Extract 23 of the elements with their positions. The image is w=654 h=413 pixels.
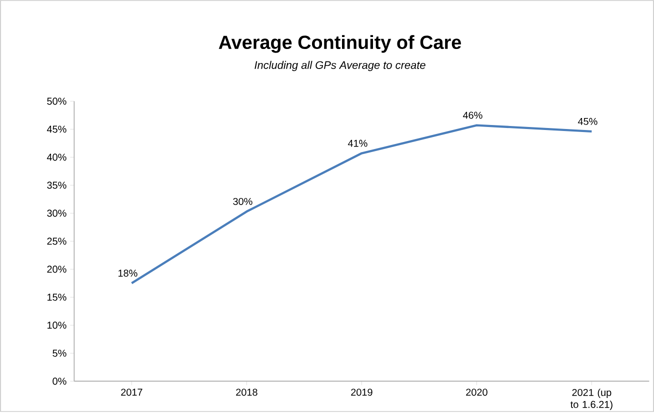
y-tick-label: 35% xyxy=(47,182,66,189)
y-tick-label: 25% xyxy=(47,238,66,245)
data-label: 45% xyxy=(578,118,598,125)
data-label: 18% xyxy=(118,270,138,277)
data-label: 30% xyxy=(233,198,252,205)
y-tick-label: 30% xyxy=(47,210,66,217)
x-tick-label: 2019 xyxy=(351,388,372,396)
y-tick-label: 15% xyxy=(47,294,66,301)
x-tick-label: 2020 xyxy=(466,388,488,396)
x-tick-label: 2018 xyxy=(236,388,258,396)
chart-subtitle: Including all GPs Average to create xyxy=(254,60,426,71)
y-tick-label: 10% xyxy=(47,322,66,329)
x-tick-label: 2017 xyxy=(121,388,142,396)
data-label: 46% xyxy=(462,112,482,119)
y-tick-label: 5% xyxy=(52,350,66,357)
x-tick-label: 2021 (up to 1.6.21) xyxy=(570,388,612,410)
chart-title: Average Continuity of Care xyxy=(218,35,461,53)
data-label: 41% xyxy=(348,140,368,147)
y-tick-label: 0% xyxy=(52,378,66,385)
y-tick-label: 50% xyxy=(47,98,66,105)
y-tick-label: 45% xyxy=(46,126,66,133)
y-tick-label: 20% xyxy=(47,266,66,273)
y-tick-label: 40% xyxy=(46,154,66,161)
